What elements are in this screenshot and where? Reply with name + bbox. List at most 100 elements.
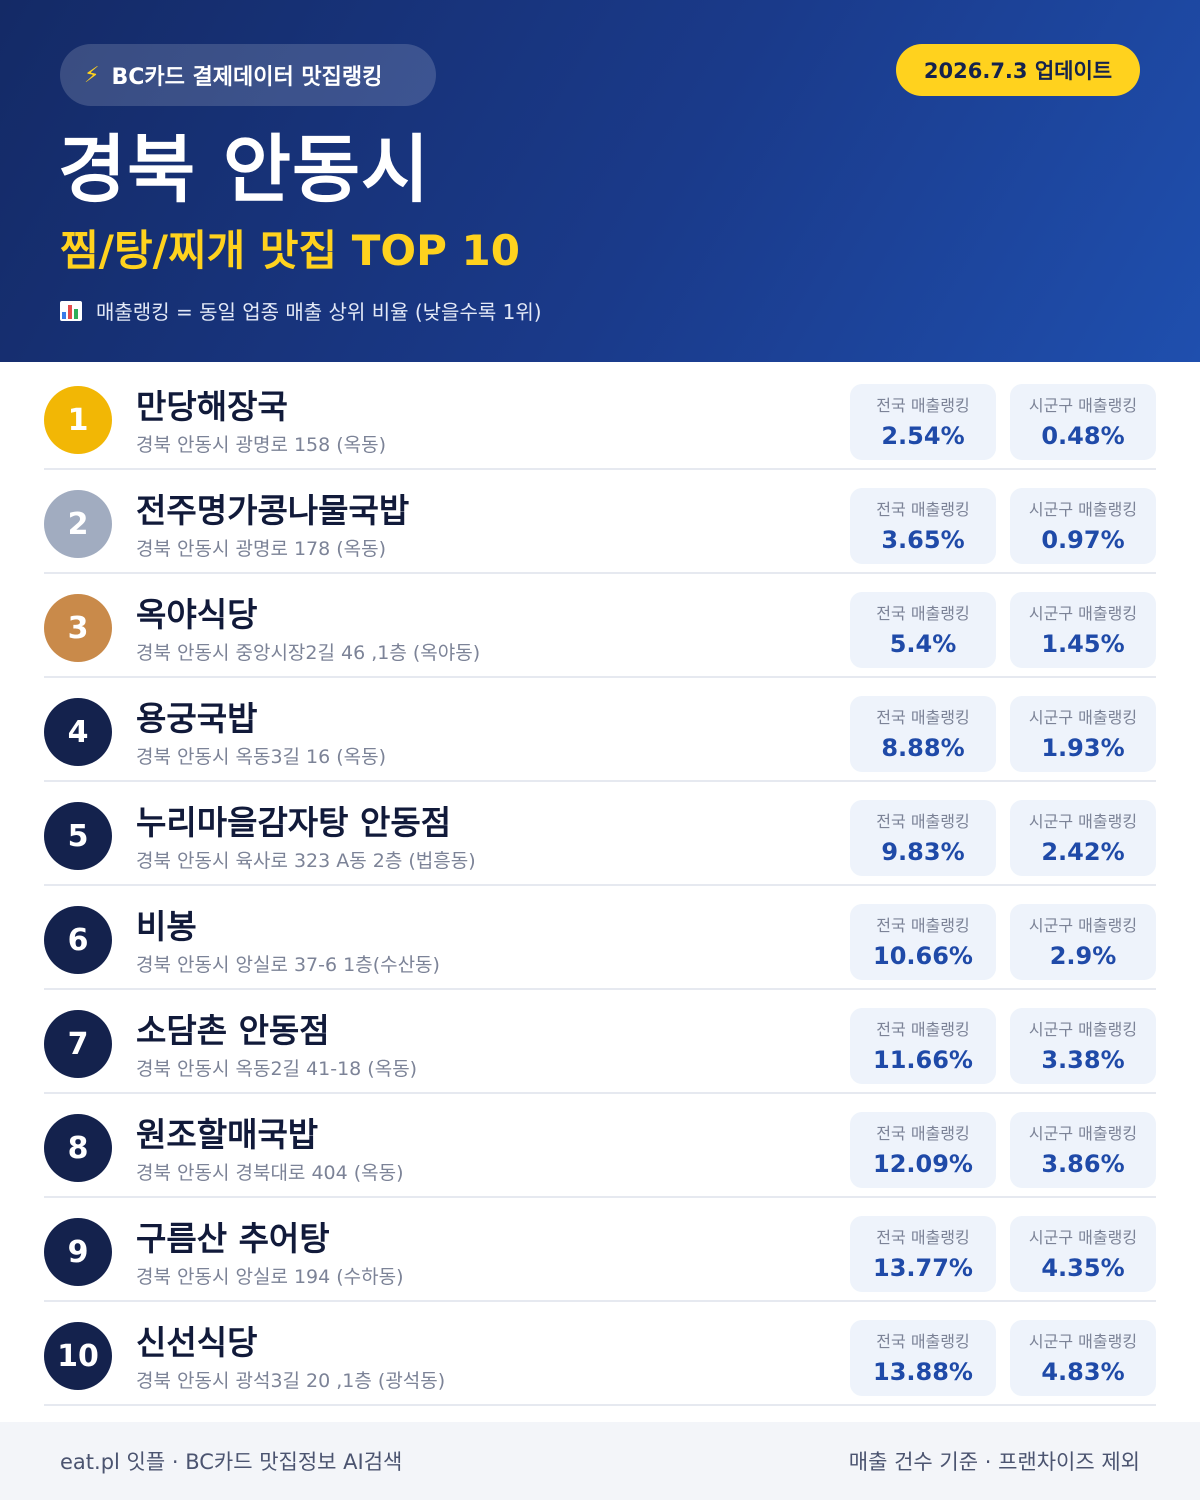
- local-ranking-value: 0.97%: [1041, 526, 1125, 554]
- national-ranking-value: 5.4%: [889, 630, 957, 658]
- local-ranking-box: 시군구 매출랭킹 1.93%: [1010, 696, 1156, 772]
- restaurant-address: 경북 안동시 육사로 323 A동 2층 (법흥동): [136, 850, 476, 872]
- national-ranking-label: 전국 매출랭킹: [876, 500, 970, 519]
- national-ranking-box: 전국 매출랭킹 9.83%: [850, 800, 996, 876]
- national-ranking-value: 8.88%: [881, 734, 965, 762]
- national-ranking-value: 9.83%: [881, 838, 965, 866]
- national-ranking-label: 전국 매출랭킹: [876, 1228, 970, 1247]
- list-item[interactable]: 2 전주명가콩나물국밥 경북 안동시 광명로 178 (옥동) 전국 매출랭킹 3.65…: [44, 470, 1156, 574]
- restaurant-name: 원조할매국밥: [136, 1115, 319, 1154]
- update-badge: 2026.7.3 업데이트: [896, 44, 1140, 96]
- source-label: BC카드 결제데이터 맛집랭킹: [111, 65, 383, 90]
- restaurant-name: 신선식당: [136, 1323, 258, 1362]
- restaurant-address: 경북 안동시 옥동2길 41-18 (옥동): [136, 1058, 418, 1080]
- national-ranking-label: 전국 매출랭킹: [876, 1332, 970, 1351]
- national-ranking-value: 3.65%: [881, 526, 965, 554]
- national-ranking-box: 전국 매출랭킹 13.77%: [850, 1216, 996, 1292]
- national-ranking-box: 전국 매출랭킹 10.66%: [850, 904, 996, 980]
- restaurant-name: 만당해장국: [136, 387, 288, 426]
- rank-badge: 2: [44, 490, 112, 558]
- restaurant-name: 옥야식당: [136, 595, 258, 634]
- local-ranking-value: 4.83%: [1041, 1358, 1125, 1386]
- local-ranking-label: 시군구 매출랭킹: [1028, 500, 1138, 519]
- bar-chart-icon: [60, 300, 82, 321]
- national-ranking-label: 전국 매출랭킹: [876, 604, 970, 623]
- national-ranking-value: 13.88%: [873, 1358, 973, 1386]
- rank-badge: 6: [44, 906, 112, 974]
- footer: eat.pl 잇플 · BC카드 맛집정보 AI검색 매출 건수 기준 · 프랜…: [0, 1422, 1200, 1500]
- local-ranking-box: 시군구 매출랭킹 2.42%: [1010, 800, 1156, 876]
- restaurant-address: 경북 안동시 경북대로 404 (옥동): [136, 1162, 404, 1184]
- local-ranking-label: 시군구 매출랭킹: [1028, 1228, 1138, 1247]
- ranking-note-text: 매출랭킹 = 동일 업종 매출 상위 비율 (낮을수록 1위): [96, 300, 542, 324]
- restaurant-name: 누리마을감자탕 안동점: [136, 803, 452, 842]
- national-ranking-value: 11.66%: [873, 1046, 973, 1074]
- local-ranking-label: 시군구 매출랭킹: [1028, 396, 1138, 415]
- national-ranking-label: 전국 매출랭킹: [876, 1124, 970, 1143]
- restaurant-name: 비봉: [136, 907, 197, 946]
- local-ranking-value: 2.42%: [1041, 838, 1125, 866]
- restaurant-address: 경북 안동시 중앙시장2길 46 ,1층 (옥야동): [136, 642, 481, 664]
- national-ranking-value: 2.54%: [881, 422, 965, 450]
- list-item[interactable]: 4 용궁국밥 경북 안동시 옥동3길 16 (옥동) 전국 매출랭킹 8.88% 시군구 …: [44, 678, 1156, 782]
- local-ranking-value: 3.86%: [1041, 1150, 1125, 1178]
- local-ranking-value: 1.93%: [1041, 734, 1125, 762]
- national-ranking-box: 전국 매출랭킹 8.88%: [850, 696, 996, 772]
- local-ranking-value: 1.45%: [1041, 630, 1125, 658]
- page-subtitle: 찜/탕/찌개 맛집 TOP 10: [60, 226, 520, 275]
- page-title: 경북 안동시: [58, 127, 431, 213]
- local-ranking-label: 시군구 매출랭킹: [1028, 604, 1138, 623]
- rank-badge: 5: [44, 802, 112, 870]
- rank-badge: 9: [44, 1218, 112, 1286]
- rank-badge: 10: [44, 1322, 112, 1390]
- national-ranking-box: 전국 매출랭킹 12.09%: [850, 1112, 996, 1188]
- rank-badge: 4: [44, 698, 112, 766]
- footer-source: eat.pl 잇플 · BC카드 맛집정보 AI검색: [60, 1450, 403, 1474]
- restaurant-address: 경북 안동시 광석3길 20 ,1층 (광석동): [136, 1370, 446, 1392]
- national-ranking-box: 전국 매출랭킹 11.66%: [850, 1008, 996, 1084]
- local-ranking-value: 0.48%: [1041, 422, 1125, 450]
- national-ranking-label: 전국 매출랭킹: [876, 1020, 970, 1039]
- local-ranking-value: 3.38%: [1041, 1046, 1125, 1074]
- restaurant-name: 용궁국밥: [136, 699, 258, 738]
- list-item[interactable]: 7 소담촌 안동점 경북 안동시 옥동2길 41-18 (옥동) 전국 매출랭킹 11.…: [44, 990, 1156, 1094]
- rank-badge: 1: [44, 386, 112, 454]
- local-ranking-label: 시군구 매출랭킹: [1028, 708, 1138, 727]
- footer-note: 매출 건수 기준 · 프랜차이즈 제외: [848, 1450, 1140, 1474]
- local-ranking-box: 시군구 매출랭킹 1.45%: [1010, 592, 1156, 668]
- restaurant-address: 경북 안동시 앙실로 194 (수하동): [136, 1266, 404, 1288]
- rank-badge: 8: [44, 1114, 112, 1182]
- national-ranking-label: 전국 매출랭킹: [876, 396, 970, 415]
- local-ranking-label: 시군구 매출랭킹: [1028, 812, 1138, 831]
- restaurant-name: 소담촌 안동점: [136, 1011, 330, 1050]
- local-ranking-label: 시군구 매출랭킹: [1028, 1332, 1138, 1351]
- local-ranking-label: 시군구 매출랭킹: [1028, 1020, 1138, 1039]
- header-banner: ⚡ BC카드 결제데이터 맛집랭킹 2026.7.3 업데이트 경북 안동시 찜…: [0, 0, 1200, 362]
- restaurant-address: 경북 안동시 광명로 158 (옥동): [136, 434, 387, 456]
- lightning-icon: ⚡: [84, 62, 100, 88]
- national-ranking-box: 전국 매출랭킹 2.54%: [850, 384, 996, 460]
- local-ranking-box: 시군구 매출랭킹 4.83%: [1010, 1320, 1156, 1396]
- national-ranking-label: 전국 매출랭킹: [876, 708, 970, 727]
- rank-badge: 3: [44, 594, 112, 662]
- national-ranking-value: 10.66%: [873, 942, 973, 970]
- restaurant-name: 구름산 추어탕: [136, 1219, 330, 1258]
- national-ranking-box: 전국 매출랭킹 13.88%: [850, 1320, 996, 1396]
- local-ranking-box: 시군구 매출랭킹 0.97%: [1010, 488, 1156, 564]
- national-ranking-box: 전국 매출랭킹 5.4%: [850, 592, 996, 668]
- restaurant-address: 경북 안동시 앙실로 37-6 1층(수산동): [136, 954, 440, 976]
- source-badge: ⚡ BC카드 결제데이터 맛집랭킹: [60, 44, 436, 106]
- local-ranking-box: 시군구 매출랭킹 2.9%: [1010, 904, 1156, 980]
- local-ranking-box: 시군구 매출랭킹 4.35%: [1010, 1216, 1156, 1292]
- local-ranking-value: 4.35%: [1041, 1254, 1125, 1282]
- national-ranking-label: 전국 매출랭킹: [876, 812, 970, 831]
- ranking-note: 매출랭킹 = 동일 업종 매출 상위 비율 (낮을수록 1위): [60, 296, 542, 325]
